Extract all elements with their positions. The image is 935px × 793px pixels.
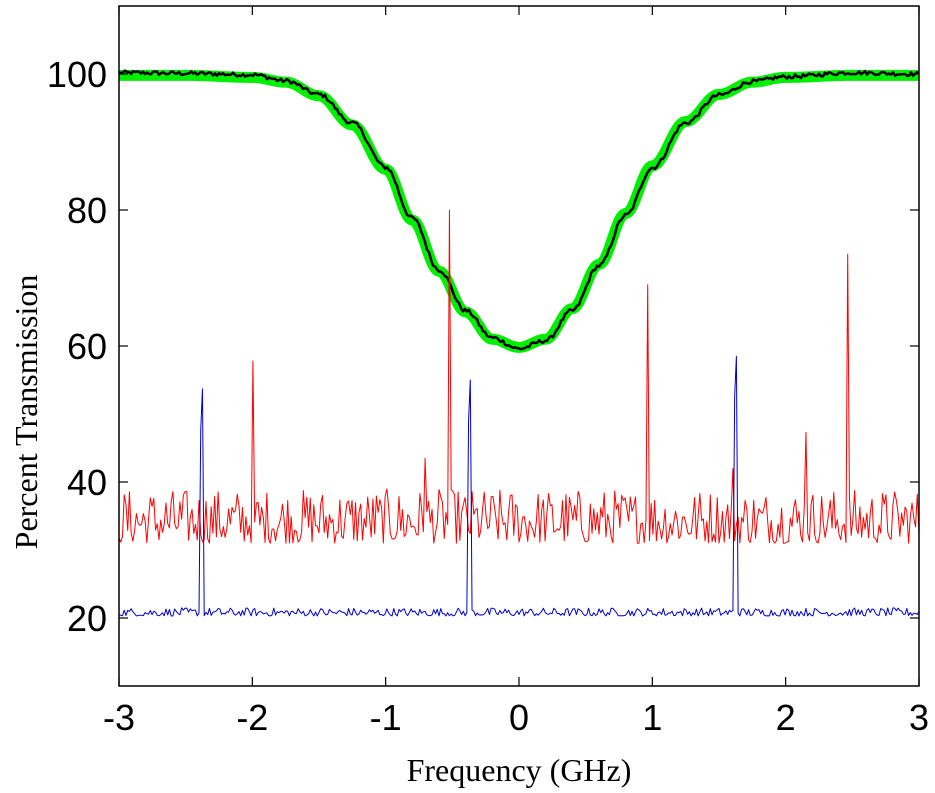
y-tick-label: 20	[67, 598, 107, 639]
series-line-2	[119, 209, 919, 544]
x-axis-label: Frequency (GHz)	[407, 752, 632, 788]
y-tick-label: 100	[47, 54, 107, 95]
y-tick-label: 40	[67, 462, 107, 503]
x-tick-label: 2	[776, 697, 796, 738]
x-tick-label: -2	[236, 697, 268, 738]
y-tick-label: 80	[67, 190, 107, 231]
series-layer	[119, 69, 919, 617]
series-line-1	[119, 69, 919, 351]
ticks-layer	[118, 6, 920, 686]
y-tick-label: 60	[67, 326, 107, 367]
x-tick-label: 0	[509, 697, 529, 738]
y-axis-label: Percent Transmission	[8, 275, 44, 550]
x-tick-label: 1	[642, 697, 662, 738]
x-tick-label: -3	[103, 697, 135, 738]
series-line-3	[119, 355, 919, 617]
x-tick-label: 3	[909, 697, 929, 738]
tick-labels-layer: -3 -2 -1 0 1 2 3 20 40 60 80 100	[47, 54, 929, 738]
x-tick-label: -1	[370, 697, 402, 738]
series-line-0	[119, 69, 919, 353]
